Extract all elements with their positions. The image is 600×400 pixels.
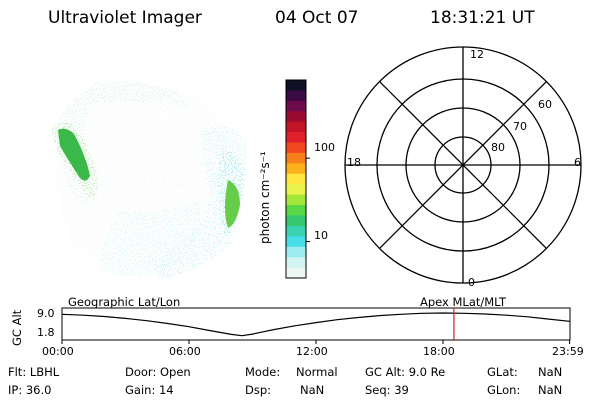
altitude-curve bbox=[61, 312, 570, 337]
x-tick-0000: 00:00 bbox=[42, 345, 74, 358]
mlt-label-0: 0 bbox=[468, 276, 475, 289]
colorbar-swatch bbox=[286, 111, 306, 123]
colorbar-swatch bbox=[286, 225, 306, 237]
colorbar-swatch bbox=[286, 194, 306, 206]
glat-value: NaN bbox=[538, 365, 563, 379]
lat-label-70: 70 bbox=[513, 120, 527, 133]
y-tick-high: 9.0 bbox=[37, 307, 55, 320]
colorbar-swatch bbox=[286, 205, 306, 217]
mlt-label-6: 6 bbox=[574, 156, 581, 169]
x-tick-0600: 06:00 bbox=[169, 345, 201, 358]
glon-value: NaN bbox=[538, 383, 563, 397]
colorbar-swatch bbox=[286, 142, 306, 154]
colorbar-swatch bbox=[286, 215, 306, 227]
gc-alt-info: GC Alt: 9.0 Re bbox=[365, 365, 446, 379]
colorbar-swatch bbox=[286, 173, 306, 185]
filter-info: Flt: LBHL bbox=[8, 365, 60, 379]
instrument-title: Ultraviolet Imager bbox=[48, 8, 202, 28]
dsp-label: Dsp: bbox=[245, 383, 272, 397]
x-tick-2359: 23:59 bbox=[552, 345, 584, 358]
door-info: Door: Open bbox=[125, 365, 191, 379]
dsp-value: NaN bbox=[300, 383, 325, 397]
colorbar-swatch bbox=[286, 132, 306, 144]
gain-info: Gain: 14 bbox=[125, 383, 174, 397]
colorbar-swatch bbox=[286, 90, 306, 102]
colorbar-swatch bbox=[286, 236, 306, 248]
colorbar-swatch bbox=[286, 257, 306, 269]
mode-label: Mode: bbox=[245, 365, 281, 379]
x-tick-1200: 12:00 bbox=[296, 345, 328, 358]
colorbar-swatch bbox=[286, 163, 306, 175]
timeline-frame bbox=[61, 307, 571, 341]
colorbar-swatch bbox=[286, 121, 306, 133]
polar-diagonal-2 bbox=[379, 81, 547, 249]
lat-label-80: 80 bbox=[491, 141, 505, 154]
colorbar-tick-10: 10 bbox=[314, 229, 328, 242]
colorbar-swatch bbox=[286, 80, 306, 92]
colorbar-swatch bbox=[286, 100, 306, 112]
glon-label: GLon: bbox=[487, 383, 521, 397]
ip-info: IP: 36.0 bbox=[8, 383, 52, 397]
image-date: 04 Oct 07 bbox=[275, 8, 359, 28]
x-tick-1800: 18:00 bbox=[423, 345, 455, 358]
seq-info: Seq: 39 bbox=[365, 383, 409, 397]
colorbar-swatch bbox=[286, 184, 306, 196]
y-tick-low: 1.8 bbox=[37, 326, 55, 339]
mode-value: Normal bbox=[296, 365, 338, 379]
glat-label: GLat: bbox=[487, 365, 518, 379]
colorbar-swatch bbox=[286, 152, 306, 164]
lat-label-60: 60 bbox=[538, 98, 552, 111]
mlt-label-18: 18 bbox=[347, 156, 361, 169]
colorbar-tick-100: 100 bbox=[314, 141, 335, 154]
mlt-label-12: 12 bbox=[470, 48, 484, 61]
timeline-left-title: Geographic Lat/Lon bbox=[68, 295, 181, 309]
image-time: 18:31:21 UT bbox=[430, 8, 535, 28]
timeline-right-title: Apex MLat/MLT bbox=[420, 295, 507, 309]
colorbar-swatch bbox=[286, 246, 306, 258]
colorbar-swatch bbox=[286, 267, 306, 279]
colorbar-frame bbox=[285, 79, 307, 279]
